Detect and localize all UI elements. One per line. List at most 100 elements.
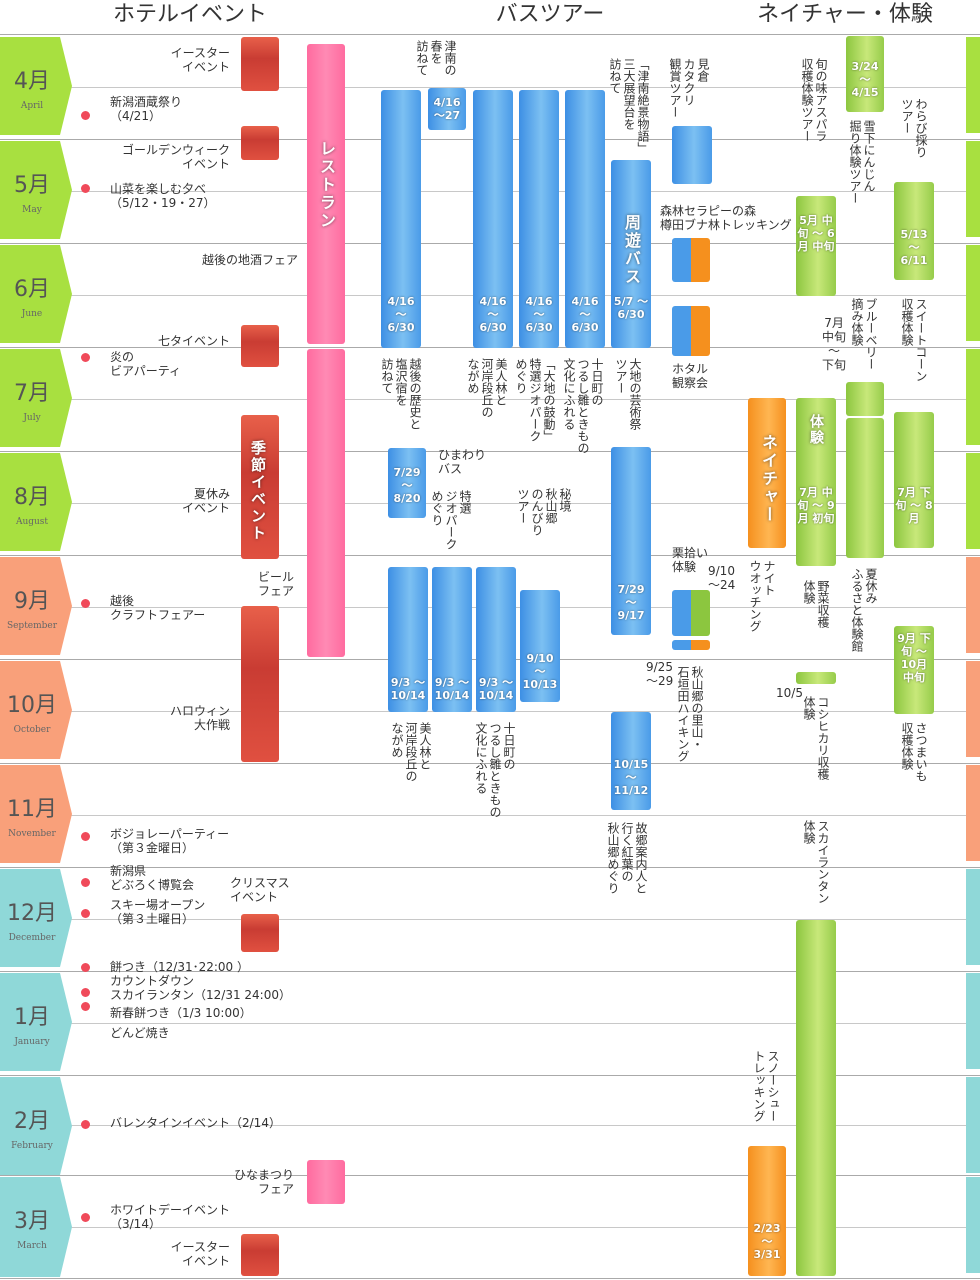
- sweetpotato-label: さつまいも 収穫体験: [900, 722, 928, 782]
- chestnut-label: 栗拾い 体験: [672, 546, 709, 574]
- autumn-bar-1: [388, 567, 428, 712]
- blueberry-bar: [846, 382, 884, 416]
- month-label: 12月: [7, 901, 57, 926]
- art-date: 7/29 ～ 9/17: [617, 583, 645, 622]
- spring-date-5: 5/7 ～ 6/30: [613, 295, 649, 321]
- chestnut-date: 9/10 ～24: [708, 564, 736, 592]
- month-5: 8月 August: [0, 453, 72, 551]
- month-10: 1月 January: [0, 973, 72, 1071]
- mochi-label: 餅つき（12/31･22:00 ）: [110, 960, 249, 974]
- ishigaki-bar: [672, 640, 710, 650]
- month-label: 11月: [7, 797, 57, 822]
- autumn-title-1: 美人林と 河岸段丘の ながめ: [390, 722, 432, 782]
- golden-week-label: ゴールデンウィーク イベント: [121, 143, 230, 171]
- right-band-3: [966, 245, 980, 341]
- spring-bus-bar-2: [473, 90, 513, 348]
- craft-fair-label: 越後 クラフトフェアー: [110, 594, 206, 622]
- himawari-label: ひまわり バス: [438, 448, 487, 476]
- akiyama-bar: [520, 590, 560, 702]
- white-day-label: ホワイトデーイベント （3/14）: [110, 1203, 231, 1231]
- autumn-bar-3: [476, 567, 516, 712]
- hotel-header: ホテルイベント: [112, 2, 267, 27]
- sandai-title: 「津南絶景物語」 三大展望台を 訪ねて: [608, 58, 650, 154]
- shuyu-label: 周遊バス: [622, 214, 641, 286]
- month-11: 2月 February: [0, 1077, 72, 1175]
- seasonal-event-label: 季節イベント: [249, 440, 267, 542]
- right-band-10: [966, 973, 980, 1069]
- month-label: 2月: [14, 1109, 50, 1134]
- spring-title-1: 越後の歴史と 塩沢宿を 訪ねて: [380, 358, 422, 430]
- month-en-label: March: [17, 1241, 47, 1251]
- month-label: 8月: [14, 485, 50, 510]
- dondo-label: どんど焼き: [110, 1026, 170, 1040]
- sky-lantern-exp-label: スカイランタン 体験: [802, 820, 830, 904]
- month-en-label: November: [8, 829, 56, 839]
- snowshoe-label: スノーシュー トレッキング: [752, 1050, 780, 1122]
- restaurant-label: レストラン: [317, 140, 336, 230]
- corn-date: 7月 下旬 ～ 8月: [895, 486, 933, 525]
- beer-party-label: 炎の ビアパーティ: [110, 350, 182, 378]
- ishigaki-date: 9/25 ～29: [646, 660, 674, 688]
- guide-date: 10/15 ～ 11/12: [613, 758, 649, 797]
- spring-bus-bar-5: [611, 160, 651, 348]
- golden-week-bar: [241, 126, 279, 160]
- himawari-bar: [388, 448, 426, 518]
- month-en-label: December: [8, 933, 56, 943]
- new-year-mochi-label: 新春餅つき（1/3 10:00）: [110, 1006, 252, 1020]
- guide-title: 故郷案内人と 行く紅葉の 秋山郷めぐり: [606, 822, 648, 894]
- koshihikari-label: コシヒカリ収穫 体験: [802, 696, 830, 780]
- corn-bar: [894, 412, 934, 548]
- month-en-label: October: [13, 725, 51, 735]
- right-band-1: [966, 37, 980, 133]
- halloween-bar: [241, 606, 279, 762]
- month-4: 7月 July: [0, 349, 72, 447]
- sky-lantern-bar: [796, 920, 836, 1276]
- month-en-label: July: [23, 413, 41, 423]
- month-7: 10月 October: [0, 661, 72, 759]
- night-watching-label: ナイト ウオッチング: [748, 560, 776, 632]
- tsunan-title: 津南の 春を 訪ねて: [415, 40, 457, 76]
- asparagus-date: 5月 中旬 ～ 6月 中旬: [797, 214, 835, 253]
- warabi-bar: [894, 182, 934, 280]
- autumn-bar-2: [432, 567, 472, 712]
- hinamatsuri-bar: [307, 1160, 345, 1204]
- month-en-label: August: [15, 517, 49, 527]
- koshihikari-bar: [796, 672, 836, 684]
- akiyama-title: 秘境 秋山郷 のんびり ツアー: [516, 488, 572, 536]
- sansai-label: 山菜を楽しむ夕べ （5/12・19・27）: [110, 182, 216, 210]
- month-label: 7月: [14, 381, 50, 406]
- blueberry-range: 7月 中旬 ～ 下旬: [822, 316, 847, 372]
- blueberry-title: ブルーベリー 摘み体験: [850, 298, 878, 370]
- nature-bar: [748, 398, 786, 548]
- spring-title-3: 「大地の鼓動」 特選ジオパーク めぐり: [514, 358, 556, 442]
- right-band-5: [966, 453, 980, 549]
- month-6: 9月 September: [0, 557, 72, 655]
- seasonal-event-bar: [241, 415, 279, 559]
- month-label: 3月: [14, 1209, 50, 1234]
- asparagus-bar: [796, 196, 836, 296]
- tanabata-label: 七タイベント: [157, 334, 230, 348]
- himawari-date: 7/29 ～ 8/20: [393, 466, 421, 505]
- month-en-label: February: [11, 1141, 53, 1151]
- ishigaki-title: 秋山郷の里山・ 石垣田ハイキング: [676, 666, 704, 762]
- month-label: 4月: [14, 69, 50, 94]
- koshihikari-date: 10/5: [776, 686, 803, 700]
- taiken-label: 体験: [808, 414, 824, 446]
- christmas-label: クリスマス イベント: [230, 876, 290, 904]
- tanabata-bar: [241, 325, 279, 367]
- ski-open-label: スキー場オープン （第３土曜日）: [110, 898, 206, 926]
- bus-header: バスツアー: [495, 2, 605, 27]
- autumn-date-3: 9/3 ～ 10/14: [478, 676, 514, 702]
- month-en-label: January: [14, 1037, 50, 1047]
- nature-header: ネイチャー・体験: [757, 2, 933, 27]
- easter2-bar: [241, 1234, 279, 1276]
- beer-fair-bar: [307, 349, 345, 657]
- easter-label: イースター イベント: [170, 46, 230, 74]
- akiyama-date: 9/10 ～ 10/13: [522, 652, 558, 691]
- restaurant-bar: [307, 44, 345, 344]
- month-en-label: June: [21, 309, 43, 319]
- spring-date-3: 4/16 ～ 6/30: [525, 295, 553, 334]
- nature-label: ネイチャー: [759, 434, 778, 524]
- yukishita-date: 3/24 ～ 4/15: [851, 60, 879, 99]
- month-2: 5月 May: [0, 141, 72, 239]
